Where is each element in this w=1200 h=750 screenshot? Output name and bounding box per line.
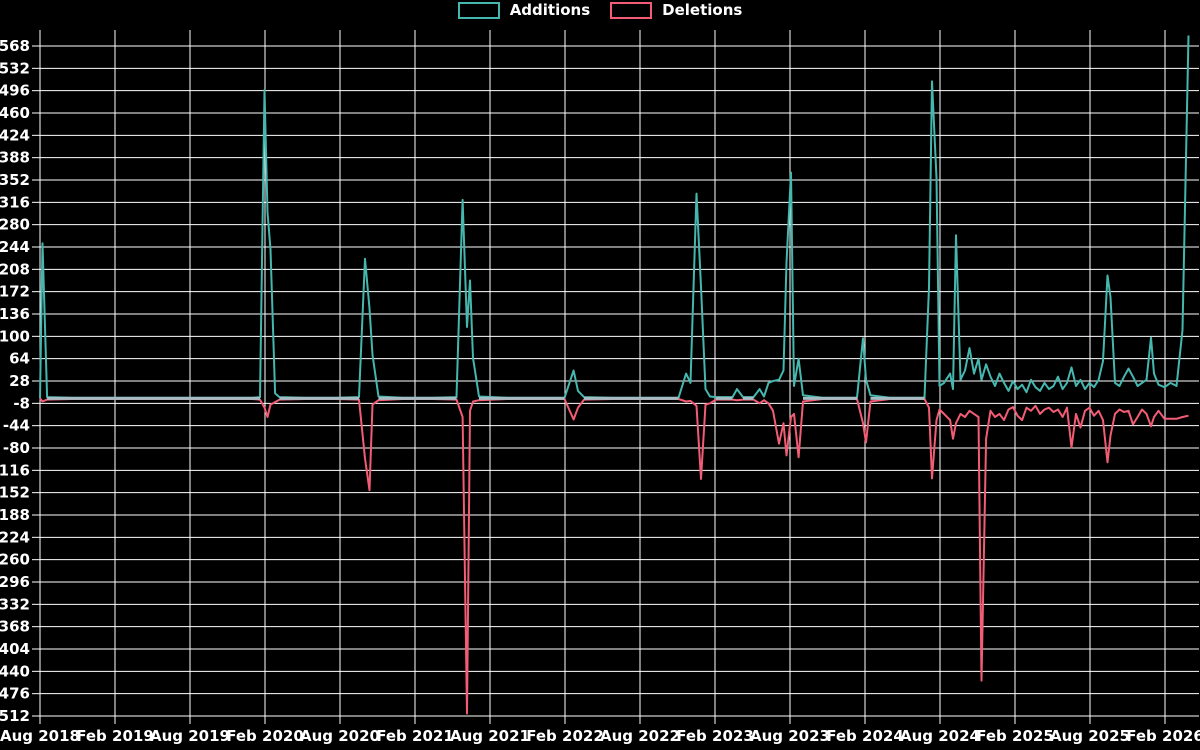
x-tick-label: Aug 2025 — [1050, 727, 1130, 745]
y-tick-label: 208 — [0, 260, 30, 278]
y-tick-label: -296 — [0, 573, 30, 591]
y-tick-label: -8 — [13, 394, 30, 412]
y-tick-label: 244 — [0, 238, 30, 256]
y-tick-label: 316 — [0, 193, 30, 211]
x-tick-label: Aug 2024 — [900, 727, 980, 745]
y-tick-label: 352 — [0, 171, 30, 189]
y-tick-label: 424 — [0, 126, 30, 144]
x-tick-label: Feb 2021 — [376, 727, 454, 745]
x-tick-label: Feb 2024 — [826, 727, 904, 745]
deletions-swatch — [610, 2, 653, 19]
y-tick-label: -476 — [0, 685, 30, 703]
y-tick-label: -512 — [0, 707, 30, 725]
y-tick-label: -260 — [0, 551, 30, 569]
y-tick-label: 172 — [0, 283, 30, 301]
y-tick-label: -116 — [0, 461, 30, 479]
x-tick-label: Feb 2023 — [676, 727, 754, 745]
x-tick-label: Aug 2021 — [450, 727, 530, 745]
x-tick-label: Aug 2023 — [750, 727, 830, 745]
x-tick-label: Feb 2019 — [76, 727, 154, 745]
y-tick-label: -188 — [0, 506, 30, 524]
x-tick-label: Feb 2026 — [1126, 727, 1200, 745]
x-tick-label: Feb 2022 — [526, 727, 604, 745]
x-tick-label: Aug 2020 — [300, 727, 380, 745]
legend-item-additions[interactable]: Additions — [457, 1, 591, 19]
legend-item-deletions[interactable]: Deletions — [610, 2, 742, 19]
y-tick-label: -152 — [0, 484, 30, 502]
y-tick-label: 388 — [0, 149, 30, 167]
x-tick-label: Feb 2020 — [226, 727, 304, 745]
x-tick-label: Aug 2022 — [600, 727, 680, 745]
y-tick-label: 136 — [0, 305, 30, 323]
y-tick-label: 496 — [0, 82, 30, 100]
deletions-legend-label: Deletions — [662, 1, 743, 19]
y-tick-label: -404 — [0, 640, 30, 658]
y-grid: 568 532 496 460 424 388 352 316 280 244 208 172 136 1… — [0, 37, 1199, 725]
y-tick-label: 100 — [0, 327, 30, 345]
y-tick-label: -440 — [0, 662, 30, 680]
y-tick-label: 64 — [9, 350, 30, 368]
y-tick-label: -224 — [0, 528, 30, 546]
x-tick-label: Aug 2019 — [150, 727, 230, 745]
chart-legend: Additions Deletions — [0, 2, 1200, 19]
y-tick-label: -332 — [0, 595, 30, 613]
y-tick-label: 532 — [0, 59, 30, 77]
y-tick-label: -44 — [3, 417, 30, 435]
y-tick-label: 568 — [0, 37, 30, 55]
x-tick-label: Feb 2025 — [976, 727, 1054, 745]
additions-legend-label: Additions — [509, 1, 591, 19]
additions-line — [39, 35, 1190, 399]
y-tick-label: 280 — [0, 216, 30, 234]
y-tick-label: -368 — [0, 618, 30, 636]
y-tick-label: 460 — [0, 104, 30, 122]
deletions-line — [39, 397, 1189, 715]
y-tick-label: -80 — [3, 439, 30, 457]
y-tick-label: 28 — [9, 372, 30, 390]
additions-swatch — [457, 2, 500, 19]
x-tick-label: Aug 2018 — [0, 727, 80, 745]
